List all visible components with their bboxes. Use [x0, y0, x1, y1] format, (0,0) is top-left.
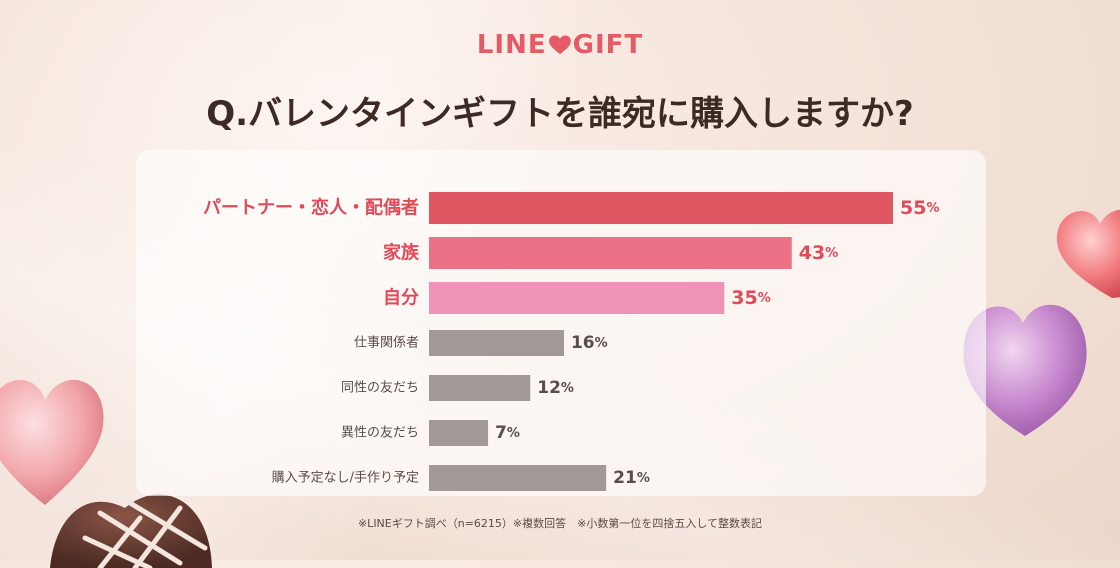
footnote: ※LINEギフト調べ（n=6215）※複数回答 ※小数第一位を四捨五入して整数表…: [357, 517, 763, 530]
bar-2: [429, 282, 725, 314]
value-label-0: 55%: [900, 197, 939, 219]
bar-4: [429, 375, 531, 401]
value-label-4: 12%: [537, 378, 574, 398]
page-title: Q.バレンタインギフトを誰宛に購入しますか?: [206, 94, 914, 134]
bar-0: [429, 192, 893, 224]
category-label-6: 購入予定なし/手作り予定: [272, 471, 419, 486]
category-label-5: 異性の友だち: [341, 425, 419, 441]
bar-3: [429, 330, 564, 356]
value-label-5: 7%: [495, 423, 520, 443]
value-label-1: 43%: [799, 242, 838, 264]
value-label-3: 16%: [571, 333, 608, 353]
bar-6: [429, 465, 607, 491]
logo-text-gift: GIFT: [572, 30, 644, 60]
category-label-0: パートナー・恋人・配偶者: [203, 197, 419, 219]
category-label-4: 同性の友だち: [341, 380, 419, 396]
chart-panel: パートナー・恋人・配偶者 55% 家族 43% 自分 35% 仕事関係者 16% 同性の友だち 1…: [136, 150, 986, 496]
value-label-2: 35%: [731, 287, 770, 309]
bar-1: [429, 237, 792, 269]
value-label-6: 21%: [613, 468, 650, 488]
heart-icon: [548, 35, 571, 55]
brown-heart-chocolate-icon: [50, 494, 212, 568]
pink-heart-chocolate-left-icon: [0, 380, 104, 505]
category-label-1: 家族: [383, 242, 420, 264]
logo-text-line: LINE: [476, 30, 547, 60]
red-heart-chocolate-right-icon: [1057, 209, 1120, 298]
line-gift-logo: LINE GIFT: [0, 30, 1120, 60]
purple-heart-chocolate-icon: [963, 304, 1087, 436]
bar-5: [429, 420, 489, 446]
bar-chart: パートナー・恋人・配偶者 55% 家族 43% 自分 35% 仕事関係者 16% 同性の友だち 1…: [203, 192, 939, 491]
category-label-2: 自分: [383, 287, 419, 309]
category-label-3: 仕事関係者: [354, 336, 419, 351]
